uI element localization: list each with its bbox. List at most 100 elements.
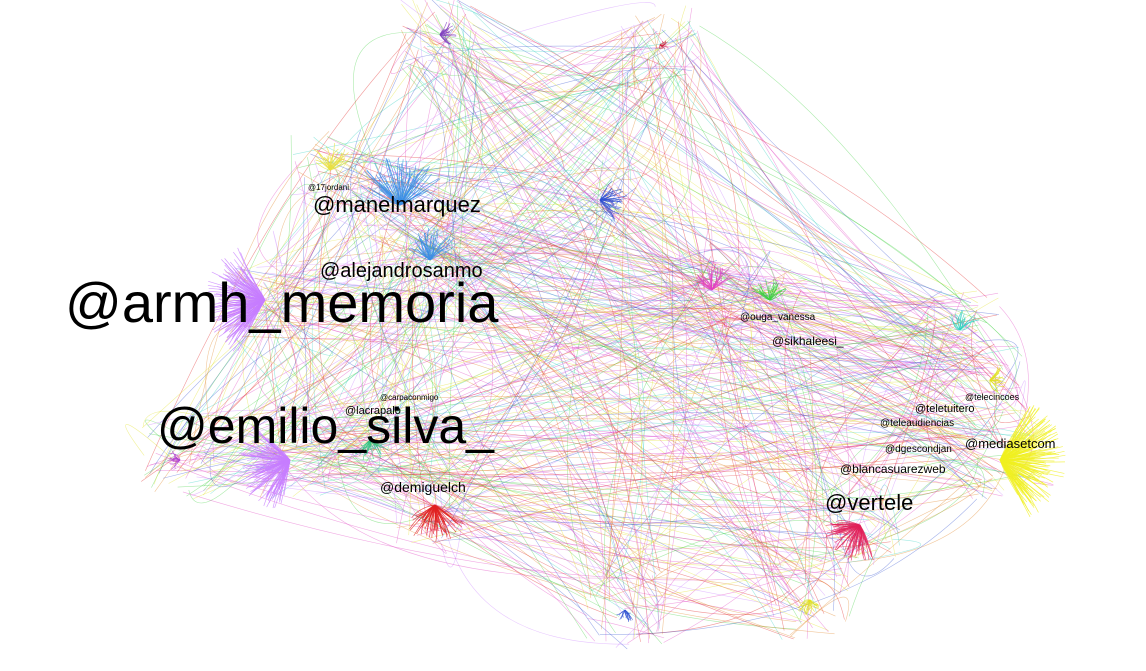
edge <box>652 28 1006 450</box>
edge <box>438 234 1032 441</box>
edge <box>832 363 962 549</box>
edge <box>392 177 1016 348</box>
edge <box>978 316 1017 401</box>
cluster-edge <box>385 160 401 206</box>
edge <box>375 66 695 185</box>
edge <box>254 277 953 345</box>
edge <box>405 27 599 240</box>
edge <box>401 67 940 339</box>
edge <box>925 342 982 480</box>
edge <box>280 423 1003 497</box>
edge <box>352 456 796 630</box>
edge <box>416 242 997 444</box>
edge <box>879 484 900 546</box>
edge <box>729 322 841 515</box>
edge <box>595 544 859 597</box>
edge <box>424 0 649 644</box>
cluster-edge <box>835 520 861 526</box>
edge <box>280 254 741 473</box>
edge <box>444 503 862 510</box>
cluster-edge <box>659 41 667 46</box>
edge <box>638 411 1006 635</box>
edge <box>284 172 343 472</box>
edge <box>233 166 636 319</box>
edge <box>292 33 407 293</box>
cluster-edge <box>999 421 1044 461</box>
edge <box>235 339 829 631</box>
edge <box>265 438 1019 480</box>
cluster-edge <box>280 459 291 504</box>
cluster-edge <box>399 159 404 206</box>
edge <box>247 271 966 437</box>
edge <box>468 2 656 48</box>
edge <box>185 65 445 479</box>
edge <box>585 167 705 290</box>
edge <box>213 453 320 487</box>
node-label: @manelmarquez <box>313 192 481 217</box>
cluster-edge <box>408 248 431 261</box>
edge <box>940 297 999 368</box>
edge <box>370 434 990 478</box>
edge <box>203 445 325 455</box>
cluster-edge <box>266 437 291 461</box>
edge <box>259 13 662 498</box>
edge <box>411 63 671 178</box>
edge <box>364 160 755 297</box>
edge <box>315 429 892 553</box>
cluster-edge <box>432 504 436 535</box>
edge <box>235 337 459 512</box>
edge <box>337 269 792 443</box>
edge <box>653 69 900 534</box>
cluster-edge <box>949 315 961 331</box>
edge <box>379 170 621 408</box>
edge <box>422 244 827 545</box>
node-label: @emilio_silva_ <box>157 398 495 454</box>
edge <box>311 151 367 490</box>
edge <box>349 173 993 360</box>
edge <box>805 320 932 583</box>
edge <box>307 157 470 513</box>
edge <box>777 276 948 327</box>
cluster-edge <box>989 379 998 390</box>
edge <box>651 575 660 632</box>
edge <box>689 263 1027 413</box>
edges <box>125 0 1054 650</box>
edge <box>286 283 808 307</box>
edge <box>231 289 405 512</box>
edge <box>364 80 622 412</box>
edge <box>291 230 579 307</box>
edge <box>467 74 1023 357</box>
edge <box>263 293 955 409</box>
edge <box>337 200 923 351</box>
edge <box>303 462 848 550</box>
edge <box>416 360 928 536</box>
edge <box>620 36 702 238</box>
edge <box>859 305 930 534</box>
cluster-edge <box>624 609 629 621</box>
edge <box>798 277 1033 434</box>
edge <box>401 29 592 598</box>
edge <box>731 292 835 611</box>
edge <box>200 25 420 464</box>
edge <box>379 229 980 397</box>
edge <box>404 418 663 645</box>
cluster-edge <box>228 299 266 314</box>
edge <box>237 271 587 599</box>
edge <box>282 314 974 345</box>
edge <box>355 366 995 458</box>
cluster-edge <box>222 299 266 327</box>
edge <box>326 136 982 476</box>
edge <box>291 42 649 462</box>
edge <box>229 282 815 618</box>
edge <box>408 471 964 508</box>
cluster-edge <box>426 232 431 261</box>
edge <box>266 277 785 453</box>
cluster-edge <box>999 459 1065 463</box>
cluster-edge <box>399 183 420 206</box>
cluster-edge <box>850 524 861 561</box>
node-label: @alejandrosanmo <box>320 260 483 282</box>
edge <box>779 292 976 349</box>
edge <box>302 184 420 315</box>
cluster-edge <box>959 322 972 331</box>
edge <box>401 4 702 268</box>
